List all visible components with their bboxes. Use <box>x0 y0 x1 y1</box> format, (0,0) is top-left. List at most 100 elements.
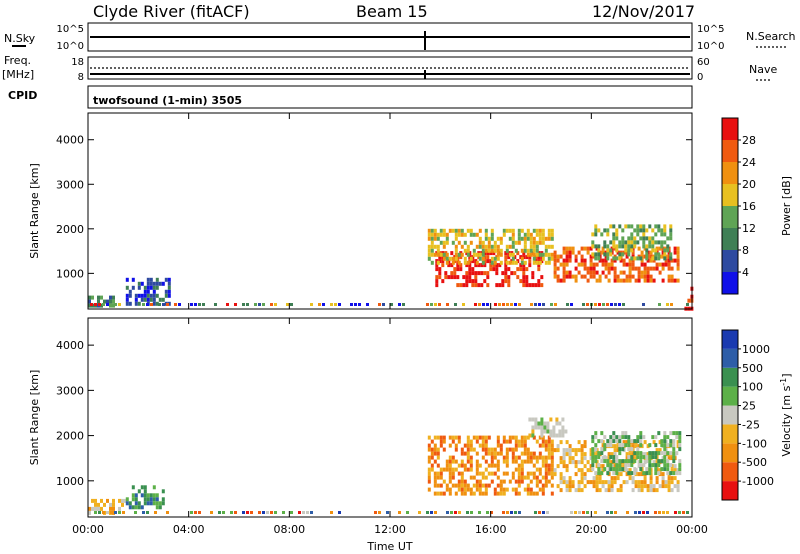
heatmap-cell <box>529 451 533 456</box>
heatmap-cell <box>250 511 253 514</box>
x-tick-label: 08:00 <box>273 523 305 536</box>
heatmap-cell <box>550 451 554 456</box>
heatmap-cell <box>610 511 613 514</box>
heatmap-cell <box>670 303 673 306</box>
heatmap-cell <box>666 244 670 249</box>
heatmap-cell <box>673 476 677 481</box>
heatmap-cell <box>514 467 518 472</box>
heatmap-cell <box>660 228 664 233</box>
heatmap-cell <box>535 483 539 488</box>
heatmap-cell <box>274 511 277 514</box>
heatmap-cell <box>466 248 470 253</box>
heatmap-cell <box>594 455 598 460</box>
heatmap-cell <box>619 258 623 263</box>
heatmap-cell <box>622 464 626 469</box>
heatmap-cell <box>628 476 632 481</box>
heatmap-cell <box>532 455 536 460</box>
heatmap-cell <box>675 471 679 476</box>
heatmap-cell <box>565 270 569 275</box>
heatmap-cell <box>621 443 625 448</box>
heatmap-cell <box>487 463 491 468</box>
heatmap-cell <box>622 258 626 263</box>
heatmap-cell <box>549 433 553 438</box>
heatmap-cell <box>631 444 635 449</box>
heatmap-cell <box>666 303 669 306</box>
heatmap-cell <box>649 250 653 255</box>
heatmap-cell <box>465 279 469 284</box>
heatmap-cell <box>442 228 446 233</box>
heatmap-cell <box>565 468 569 473</box>
heatmap-cell <box>460 244 464 249</box>
heatmap-cell <box>603 443 607 448</box>
heatmap-cell <box>436 252 440 257</box>
heatmap-cell <box>604 274 608 279</box>
heatmap-cell <box>433 232 437 237</box>
heatmap-cell <box>667 480 671 485</box>
heatmap-cell <box>625 456 629 461</box>
heatmap-cell <box>603 467 607 472</box>
heatmap-cell <box>669 463 673 468</box>
heatmap-cell <box>435 283 439 288</box>
heatmap-cell <box>547 236 551 241</box>
heatmap-cell <box>481 491 485 496</box>
heatmap-cell <box>577 250 581 255</box>
heatmap-cell <box>651 244 655 249</box>
heatmap-cell <box>646 274 650 279</box>
heatmap-cell <box>511 475 515 480</box>
heatmap-cell <box>442 252 446 257</box>
heatmap-cell <box>128 293 132 298</box>
heatmap-cell <box>558 421 562 426</box>
heatmap-cell <box>667 274 671 279</box>
heatmap-cell <box>592 270 596 275</box>
heatmap-cell <box>439 240 443 245</box>
heatmap-cell <box>612 224 616 229</box>
heatmap-cell <box>518 511 521 514</box>
heatmap-cell <box>654 240 658 245</box>
heatmap-cell <box>338 511 341 514</box>
heatmap-cell <box>546 511 549 514</box>
heatmap-cell <box>669 439 673 444</box>
heatmap-cell <box>519 263 523 268</box>
heatmap-cell <box>499 447 503 452</box>
heatmap-cell <box>194 303 197 306</box>
heatmap-cell <box>131 277 135 282</box>
heatmap-cell <box>670 258 674 263</box>
heatmap-cell <box>490 463 494 468</box>
heatmap-cell <box>475 487 479 492</box>
heatmap-cell <box>550 471 554 476</box>
heatmap-cell <box>663 224 667 229</box>
heatmap-cell <box>666 435 670 440</box>
heatmap-cell <box>571 484 575 489</box>
heatmap-cell <box>517 232 521 237</box>
heatmap-cell <box>609 467 613 472</box>
heatmap-cell <box>137 285 141 290</box>
heatmap-cell <box>613 246 617 251</box>
heatmap-cell <box>514 248 518 253</box>
heatmap-cell <box>672 459 676 464</box>
heatmap-cell <box>436 435 440 440</box>
heatmap-cell <box>469 491 473 496</box>
heatmap-cell <box>594 459 598 464</box>
heatmap-cell <box>433 471 437 476</box>
heatmap-cell <box>651 256 655 261</box>
heatmap-cell <box>583 464 587 469</box>
heatmap-cell <box>643 476 647 481</box>
heatmap-cell <box>655 460 659 465</box>
heatmap-cell <box>663 451 667 456</box>
heatmap-cell <box>436 463 440 468</box>
heatmap-cell <box>496 483 500 488</box>
heatmap-cell <box>669 224 673 229</box>
heatmap-cell <box>164 293 168 298</box>
heatmap-cell <box>630 248 634 253</box>
heatmap-cell <box>556 266 560 271</box>
heatmap-cell <box>484 491 488 496</box>
heatmap-cell <box>607 262 611 267</box>
heatmap-cell <box>597 228 601 233</box>
heatmap-cell <box>103 502 106 507</box>
heatmap-cell <box>580 452 584 457</box>
heatmap-cell <box>143 501 147 506</box>
heatmap-cell <box>637 480 641 485</box>
heatmap-cell <box>537 267 541 272</box>
heatmap-cell <box>625 250 629 255</box>
heatmap-cell <box>625 472 629 477</box>
